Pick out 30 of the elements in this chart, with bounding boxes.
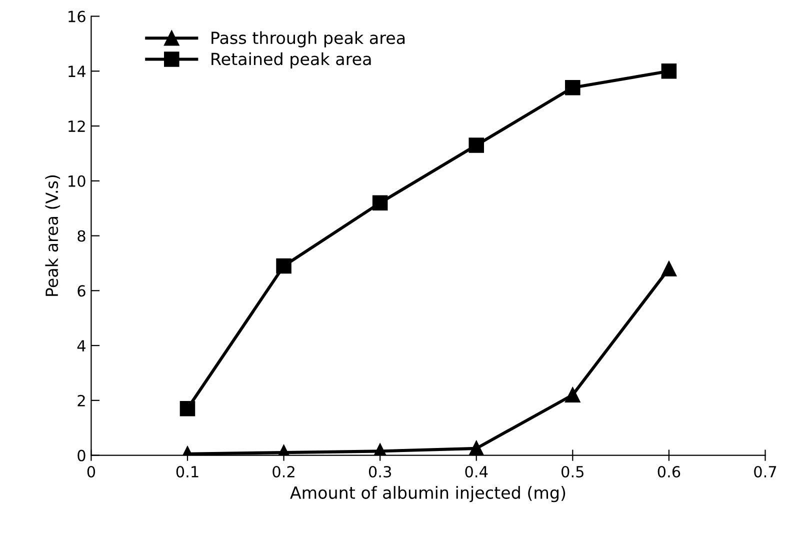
y-tick-label: 14 [68,66,86,77]
point [180,400,196,416]
x-axis-title: Amount of albumin injected (mg) [290,486,566,502]
legend-label: Retained peak area [212,52,371,69]
point [468,440,484,456]
y-tick-label: 8 [78,230,86,242]
point [276,258,292,274]
point [661,261,677,276]
legend-label: Pass through peak area [212,31,405,48]
point [565,387,580,403]
y-tick-label: 4 [77,340,86,352]
point [565,80,580,96]
x-tick-label: 0.1 [176,466,198,478]
point [661,63,677,79]
y-tick-label: 6 [78,285,86,297]
point [468,138,484,153]
y-axis-title: Peak area (V.s) [45,175,60,296]
x-tick-label: 0.4 [465,466,488,478]
y-tick-label: 0 [78,450,86,462]
x-tick-label: 0.7 [754,466,776,478]
point [372,195,388,210]
y-tick-label: 16 [68,10,86,22]
x-tick-label: 0 [87,466,96,478]
x-tick-label: 0.5 [562,466,584,478]
x-tick-label: 0.6 [658,466,680,478]
x-tick-label: 0.2 [272,466,294,478]
y-tick-label: 10 [68,175,86,187]
y-tick-label: 2 [78,394,85,406]
x-tick-label: 0.3 [368,466,391,478]
y-tick-label: 12 [68,120,85,132]
